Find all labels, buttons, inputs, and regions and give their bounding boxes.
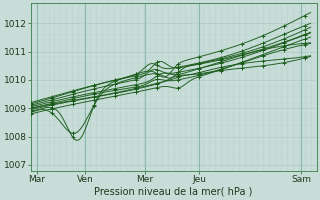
X-axis label: Pression niveau de la mer( hPa ): Pression niveau de la mer( hPa ) <box>94 187 253 197</box>
